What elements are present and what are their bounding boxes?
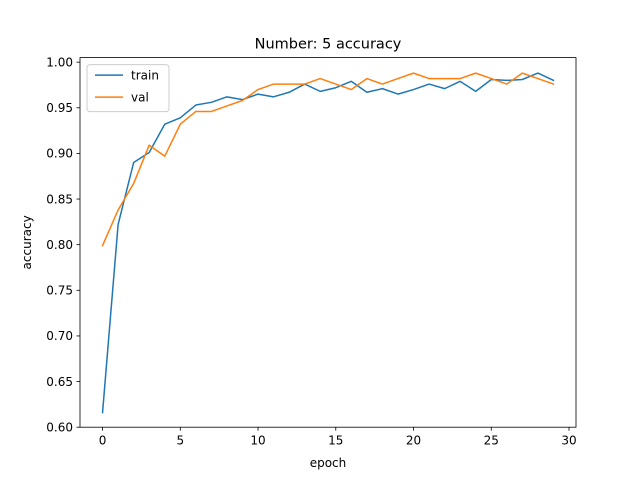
y-tick-label: 0.75 bbox=[46, 284, 73, 298]
series-line-train bbox=[101, 72, 555, 414]
y-tick-label: 0.70 bbox=[46, 329, 73, 343]
legend-box bbox=[86, 64, 170, 113]
y-tick-label: 0.95 bbox=[46, 101, 73, 115]
legend-label-val: val bbox=[131, 90, 149, 104]
series-line-val bbox=[101, 72, 555, 247]
y-tick-label: 0.85 bbox=[46, 192, 73, 206]
legend: train val bbox=[86, 64, 170, 113]
y-tick-label: 0.65 bbox=[46, 375, 73, 389]
x-tick-label: 5 bbox=[176, 434, 184, 448]
y-tick-label: 0.80 bbox=[46, 238, 73, 252]
y-axis-ticks: 0.60 0.65 0.70 0.75 0.80 0.85 0.90 0.95 1.00 bbox=[46, 55, 80, 435]
chart-title: Number: 5 accuracy bbox=[255, 37, 402, 53]
y-tick-label: 0.90 bbox=[46, 147, 73, 161]
y-tick-label: 0.60 bbox=[46, 421, 73, 435]
x-tick-label: 0 bbox=[99, 434, 107, 448]
x-tick-label: 15 bbox=[328, 434, 343, 448]
y-tick-label: 1.00 bbox=[46, 55, 73, 69]
plot-lines bbox=[101, 72, 555, 414]
x-axis-label: epoch bbox=[310, 456, 347, 470]
x-tick-label: 30 bbox=[561, 434, 576, 448]
legend-label-train: train bbox=[131, 68, 159, 82]
x-tick-label: 20 bbox=[406, 434, 421, 448]
y-axis-label: accuracy bbox=[20, 215, 34, 269]
x-tick-label: 10 bbox=[250, 434, 265, 448]
x-tick-label: 25 bbox=[484, 434, 499, 448]
axes-frame bbox=[79, 57, 577, 428]
x-axis-ticks: 0 5 10 15 20 25 30 bbox=[99, 427, 577, 448]
